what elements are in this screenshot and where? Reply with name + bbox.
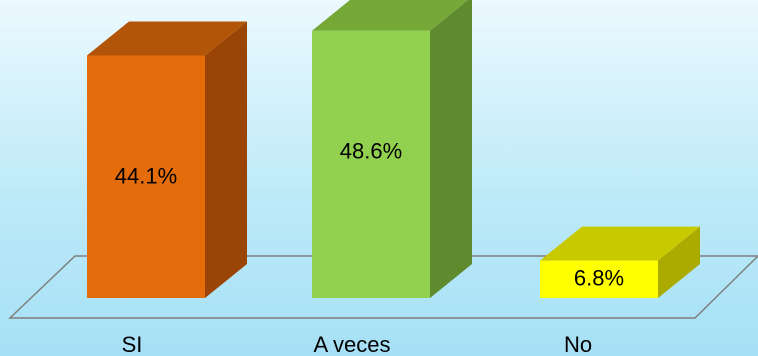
bar-no <box>540 260 658 298</box>
value-label-no: 6.8% <box>574 266 624 291</box>
bar-top-no <box>540 226 700 261</box>
bar-top-si <box>87 21 247 56</box>
bar-side-a-veces <box>430 0 472 298</box>
bar-side-si <box>205 21 247 298</box>
category-label-a-veces: A veces <box>313 332 390 356</box>
chart-floor <box>8 255 758 319</box>
value-label-a-veces: 48.6% <box>340 139 402 164</box>
bar-side-no <box>658 226 700 298</box>
value-label-si: 44.1% <box>115 163 177 188</box>
bars-group: 44.1% 48.6% 6.8% <box>87 0 700 299</box>
category-label-si: SI <box>122 332 143 356</box>
category-label-no: No <box>564 332 592 356</box>
bar-top-a-veces <box>312 0 468 31</box>
bar-si <box>87 55 205 299</box>
bar-a-veces <box>312 30 430 298</box>
